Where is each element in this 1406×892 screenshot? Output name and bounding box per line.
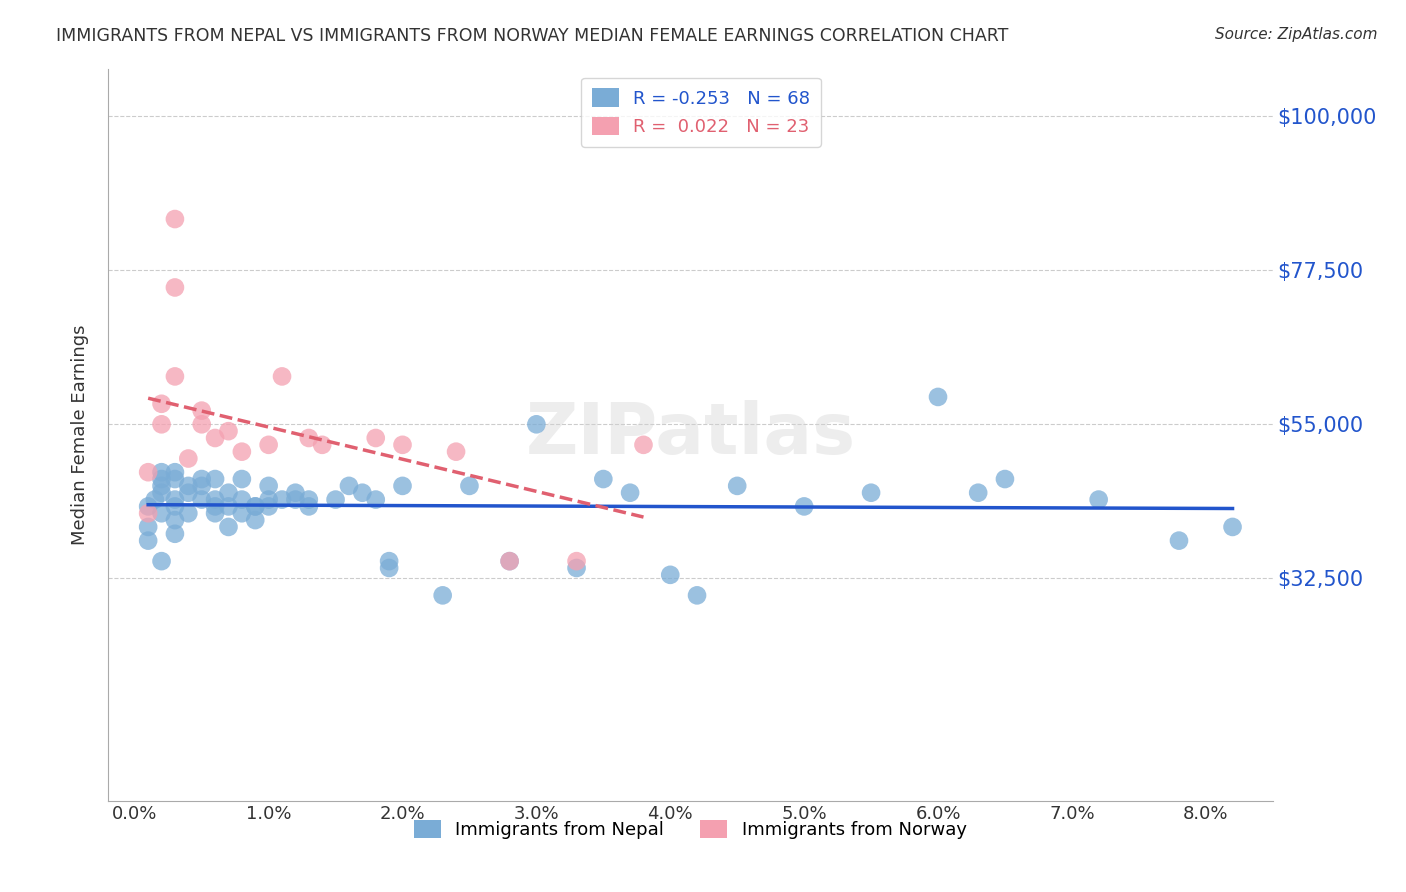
Point (592, 472, 614, 486)
Point (271, 369, 294, 384)
Point (725, 479, 748, 493)
Point (150, 472, 173, 486)
Point (245, 513, 267, 527)
Point (150, 417, 173, 432)
Point (177, 479, 200, 493)
Point (565, 554, 588, 568)
Point (163, 465, 186, 479)
Point (163, 492, 186, 507)
Point (967, 485, 990, 500)
Point (136, 465, 159, 479)
Point (204, 506, 226, 520)
Point (271, 492, 294, 507)
Point (190, 472, 212, 486)
Point (432, 588, 454, 602)
Point (391, 479, 413, 493)
Point (143, 492, 166, 507)
Point (364, 431, 387, 445)
Point (150, 485, 173, 500)
Point (257, 479, 280, 493)
Point (190, 417, 212, 432)
Point (163, 212, 186, 227)
Point (257, 500, 280, 514)
Point (136, 520, 159, 534)
Point (150, 554, 173, 568)
Text: ZIPatlas: ZIPatlas (526, 401, 855, 469)
Point (150, 465, 173, 479)
Text: IMMIGRANTS FROM NEPAL VS IMMIGRANTS FROM NORWAY MEDIAN FEMALE EARNINGS CORRELATI: IMMIGRANTS FROM NEPAL VS IMMIGRANTS FROM… (56, 27, 1008, 45)
Point (245, 500, 267, 514)
Point (1087, 492, 1109, 507)
Point (458, 479, 481, 493)
Point (633, 438, 655, 452)
Point (163, 513, 186, 527)
Point (190, 492, 212, 507)
Point (218, 485, 240, 500)
Point (391, 438, 413, 452)
Point (163, 280, 186, 294)
Point (378, 561, 401, 575)
Point (136, 533, 159, 548)
Point (352, 485, 374, 500)
Point (284, 485, 307, 500)
Point (364, 492, 387, 507)
Point (444, 444, 467, 458)
Point (177, 485, 200, 500)
Point (218, 520, 240, 534)
Legend: R = -0.253   N = 68, R =  0.022   N = 23: R = -0.253 N = 68, R = 0.022 N = 23 (581, 78, 821, 147)
Point (163, 500, 186, 514)
Point (190, 403, 212, 417)
Point (659, 567, 682, 582)
Point (163, 472, 186, 486)
Point (498, 554, 520, 568)
Point (204, 431, 226, 445)
Point (150, 397, 173, 411)
Point (218, 500, 240, 514)
Point (190, 479, 212, 493)
Point (1222, 520, 1244, 534)
Point (793, 500, 815, 514)
Point (257, 438, 280, 452)
Point (311, 438, 333, 452)
Point (163, 369, 186, 384)
Point (231, 472, 253, 486)
Point (298, 431, 321, 445)
Point (218, 424, 240, 438)
Point (325, 492, 347, 507)
Text: Source: ZipAtlas.com: Source: ZipAtlas.com (1215, 27, 1378, 42)
Point (927, 390, 949, 404)
Point (204, 500, 226, 514)
Point (860, 485, 883, 500)
Point (177, 506, 200, 520)
Point (150, 479, 173, 493)
Point (378, 554, 401, 568)
Point (1168, 533, 1191, 548)
Point (498, 554, 520, 568)
Point (298, 500, 321, 514)
Point (298, 492, 321, 507)
Y-axis label: Median Female Earnings: Median Female Earnings (72, 325, 89, 545)
Point (231, 506, 253, 520)
Point (204, 492, 226, 507)
Point (565, 561, 588, 575)
Point (204, 472, 226, 486)
Point (284, 492, 307, 507)
Point (231, 444, 253, 458)
Point (526, 417, 548, 432)
Point (163, 526, 186, 541)
Point (994, 472, 1017, 486)
Point (150, 506, 173, 520)
Point (257, 492, 280, 507)
Point (337, 479, 360, 493)
Point (231, 492, 253, 507)
Point (177, 451, 200, 466)
Point (136, 506, 159, 520)
Point (245, 500, 267, 514)
Point (686, 588, 709, 602)
Point (136, 500, 159, 514)
Point (619, 485, 641, 500)
